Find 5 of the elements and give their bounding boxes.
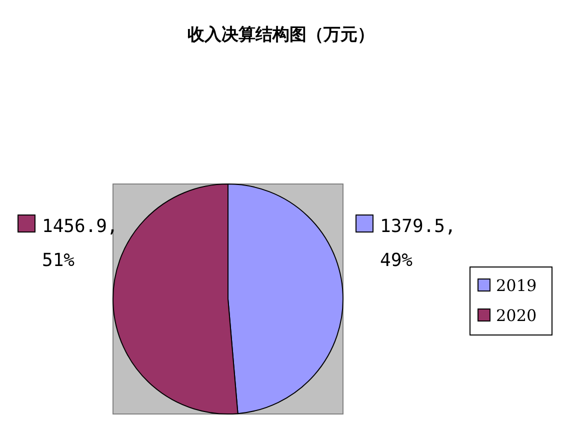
data-label: 1379.5, 49% — [380, 216, 456, 271]
legend-label: 2019 — [496, 276, 537, 295]
data-label: 1456.9, 51% — [42, 216, 118, 271]
chart-title: 收入决算结构图（万元） — [188, 25, 374, 45]
legend-label: 2020 — [496, 306, 537, 325]
